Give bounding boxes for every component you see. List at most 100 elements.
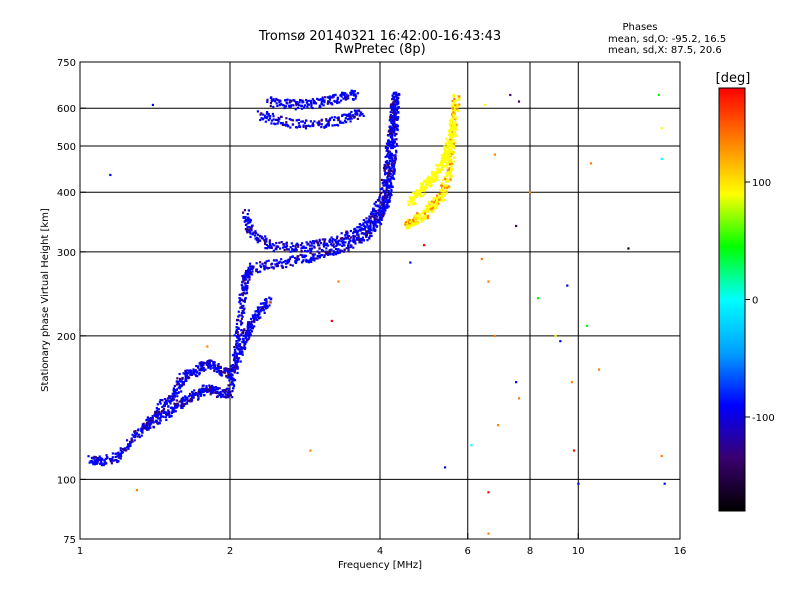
echo-point: [133, 434, 137, 437]
echo-point: [180, 406, 183, 409]
echo-point: [323, 238, 327, 241]
echo-point: [289, 126, 292, 129]
echo-point: [105, 462, 108, 465]
echo-point: [454, 121, 457, 124]
echo-point: [282, 261, 285, 264]
echo-point: [340, 232, 343, 235]
echo-point: [243, 282, 247, 285]
echo-point: [230, 365, 233, 368]
echo-point: [149, 417, 152, 420]
echo-point: [192, 368, 195, 371]
echo-point: [229, 374, 232, 377]
echo-point: [157, 417, 160, 420]
echo-point: [115, 458, 118, 462]
echo-point: [340, 121, 343, 124]
echo-point: [234, 350, 237, 353]
echo-point: [570, 381, 573, 384]
echo-point: [245, 275, 248, 278]
echo-point: [221, 371, 225, 374]
echo-point: [346, 114, 349, 117]
echo-point: [449, 129, 453, 132]
echo-point: [318, 104, 321, 107]
echo-point: [369, 212, 373, 216]
echo-point: [214, 385, 218, 389]
echo-point: [154, 410, 157, 414]
echo-point: [376, 215, 379, 218]
echo-point: [307, 249, 310, 252]
echo-point: [445, 184, 448, 187]
echo-point: [248, 262, 252, 265]
echo-point: [384, 167, 387, 170]
echo-point: [373, 219, 377, 223]
echo-point: [219, 395, 223, 399]
echo-point: [253, 320, 256, 323]
echo-point: [310, 244, 313, 247]
echo-point: [310, 242, 313, 245]
echo-point: [445, 143, 448, 146]
echo-point: [241, 340, 244, 344]
echo-point: [337, 118, 340, 121]
echo-point: [226, 391, 229, 394]
echo-point: [451, 116, 454, 119]
echo-point: [208, 361, 212, 364]
echo-point: [390, 183, 393, 186]
echo-point: [370, 232, 373, 235]
echo-point: [235, 335, 238, 338]
echo-point: [379, 212, 382, 215]
echo-point: [197, 365, 200, 368]
echo-point: [140, 434, 143, 437]
echo-point: [390, 127, 393, 130]
echo-point: [395, 123, 398, 127]
echo-point: [453, 110, 456, 113]
echo-point: [256, 241, 259, 244]
echo-point: [320, 102, 323, 105]
echo-point: [246, 217, 250, 220]
echo-point: [353, 115, 356, 118]
echo-point: [175, 388, 178, 391]
echo-point: [408, 222, 412, 225]
echo-point: [329, 243, 333, 246]
echo-point: [237, 310, 240, 313]
echo-point: [440, 163, 444, 166]
echo-point: [258, 239, 262, 242]
echo-point: [448, 131, 451, 134]
echo-point: [419, 215, 423, 219]
echo-point: [169, 402, 172, 405]
echo-point: [428, 201, 432, 205]
echo-point: [415, 194, 418, 197]
echo-point: [358, 223, 361, 226]
echo-point: [331, 103, 334, 106]
echo-point: [232, 369, 235, 372]
echo-point: [299, 244, 303, 247]
echo-point: [328, 98, 332, 101]
echo-point: [383, 200, 386, 203]
echo-point: [389, 195, 392, 198]
echo-point: [238, 343, 242, 346]
echo-point: [451, 146, 454, 149]
echo-point: [133, 432, 137, 435]
echo-point: [267, 245, 270, 248]
echo-point: [238, 301, 241, 304]
echo-point: [446, 152, 449, 155]
echo-point: [365, 233, 369, 237]
echo-point: [329, 238, 332, 241]
echo-point: [517, 397, 521, 400]
echo-point: [423, 179, 426, 182]
echo-point: [332, 118, 336, 122]
echo-point: [141, 431, 144, 434]
echo-point: [444, 149, 447, 152]
echo-point: [389, 128, 393, 131]
echo-point: [264, 247, 267, 250]
echo-point: [287, 124, 290, 127]
echo-point: [178, 385, 182, 388]
echo-point: [144, 424, 147, 427]
echo-point: [227, 389, 230, 393]
echo-point: [206, 363, 209, 366]
echo-point: [336, 96, 339, 99]
echo-point: [235, 342, 238, 345]
echo-point: [441, 188, 444, 191]
echo-point: [434, 171, 437, 174]
echo-point: [276, 262, 279, 265]
echo-point: [371, 212, 375, 216]
